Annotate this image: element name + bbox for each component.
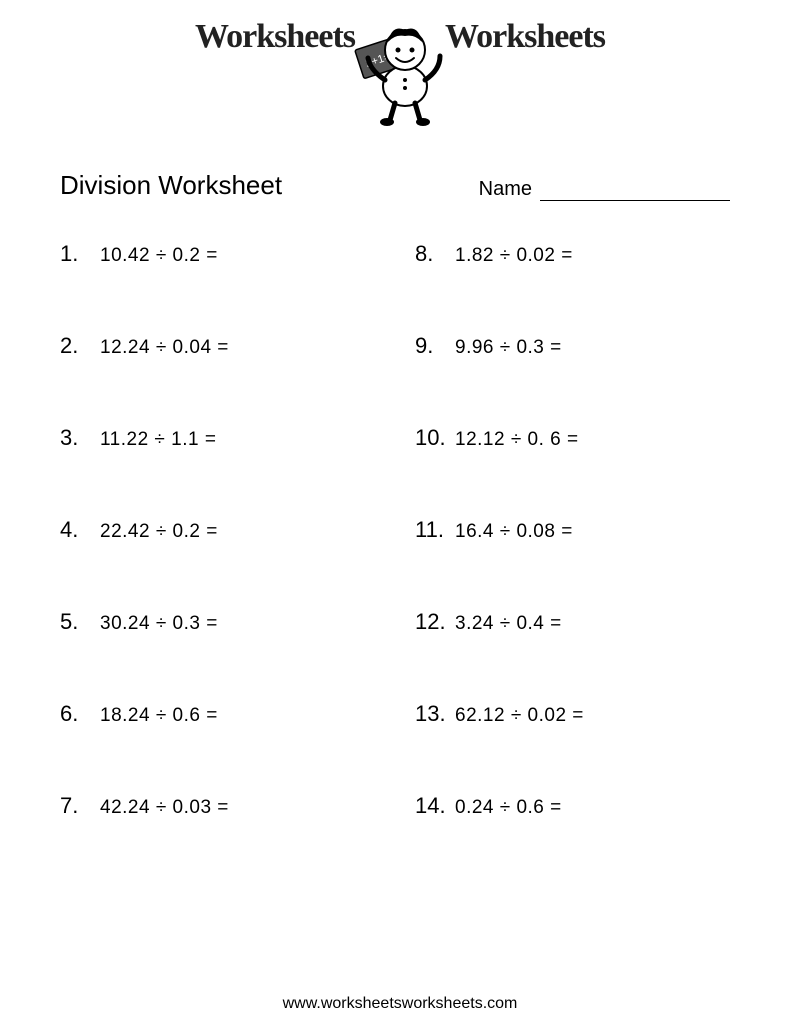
logo-mascot-icon: 2+1=	[340, 8, 460, 128]
problem-expression: 9.96 ÷ 0.3 =	[455, 337, 562, 359]
problems-column-left: 1.10.42 ÷ 0.2 = 2.12.24 ÷ 0.04 = 3.11.22…	[60, 241, 395, 885]
worksheet-title: Division Worksheet	[60, 170, 282, 201]
problem-number: 3.	[60, 425, 100, 451]
name-blank-line[interactable]	[540, 177, 730, 201]
problem-number: 13.	[415, 701, 455, 727]
problem-expression: 62.12 ÷ 0.02 =	[455, 705, 584, 727]
problem-row: 6.18.24 ÷ 0.6 =	[60, 701, 395, 727]
problem-row: 5.30.24 ÷ 0.3 =	[60, 609, 395, 635]
logo-word-left: Worksheets	[195, 18, 355, 56]
problem-row: 7.42.24 ÷ 0.03 =	[60, 793, 395, 819]
problem-row: 11.16.4 ÷ 0.08 =	[415, 517, 750, 543]
problem-expression: 1.82 ÷ 0.02 =	[455, 245, 573, 267]
problem-expression: 22.42 ÷ 0.2 =	[100, 521, 218, 543]
problem-number: 7.	[60, 793, 100, 819]
problem-number: 10.	[415, 425, 455, 451]
problem-expression: 12.24 ÷ 0.04 =	[100, 337, 229, 359]
problem-row: 12.3.24 ÷ 0.4 =	[415, 609, 750, 635]
problem-row: 2.12.24 ÷ 0.04 =	[60, 333, 395, 359]
problems-column-right: 8.1.82 ÷ 0.02 = 9.9.96 ÷ 0.3 = 10.12.12 …	[415, 241, 750, 885]
problem-row: 1.10.42 ÷ 0.2 =	[60, 241, 395, 267]
problem-expression: 12.12 ÷ 0. 6 =	[455, 429, 579, 451]
logo-area: Worksheets Worksheets 2+1=	[0, 0, 800, 140]
name-field-area: Name	[479, 177, 730, 201]
problem-number: 1.	[60, 241, 100, 267]
problem-row: 10.12.12 ÷ 0. 6 =	[415, 425, 750, 451]
problem-expression: 10.42 ÷ 0.2 =	[100, 245, 218, 267]
problem-number: 6.	[60, 701, 100, 727]
problem-row: 3.11.22 ÷ 1.1 =	[60, 425, 395, 451]
problem-number: 12.	[415, 609, 455, 635]
problems-container: 1.10.42 ÷ 0.2 = 2.12.24 ÷ 0.04 = 3.11.22…	[0, 201, 800, 885]
problem-expression: 16.4 ÷ 0.08 =	[455, 521, 573, 543]
problem-row: 14.0.24 ÷ 0.6 =	[415, 793, 750, 819]
problem-expression: 0.24 ÷ 0.6 =	[455, 797, 562, 819]
problem-number: 4.	[60, 517, 100, 543]
problem-expression: 18.24 ÷ 0.6 =	[100, 705, 218, 727]
problem-number: 2.	[60, 333, 100, 359]
problem-number: 11.	[415, 517, 455, 543]
problem-row: 13.62.12 ÷ 0.02 =	[415, 701, 750, 727]
logo-word-right: Worksheets	[445, 18, 605, 56]
problem-number: 14.	[415, 793, 455, 819]
problem-number: 8.	[415, 241, 455, 267]
problem-row: 9.9.96 ÷ 0.3 =	[415, 333, 750, 359]
problem-number: 5.	[60, 609, 100, 635]
problem-expression: 30.24 ÷ 0.3 =	[100, 613, 218, 635]
footer-url: www.worksheetsworksheets.com	[0, 995, 800, 1013]
problem-expression: 11.22 ÷ 1.1 =	[100, 429, 216, 451]
problem-number: 9.	[415, 333, 455, 359]
header-row: Division Worksheet Name	[0, 170, 800, 201]
problem-row: 4.22.42 ÷ 0.2 =	[60, 517, 395, 543]
problem-row: 8.1.82 ÷ 0.02 =	[415, 241, 750, 267]
problem-expression: 42.24 ÷ 0.03 =	[100, 797, 229, 819]
problem-expression: 3.24 ÷ 0.4 =	[455, 613, 562, 635]
name-label: Name	[479, 178, 532, 201]
